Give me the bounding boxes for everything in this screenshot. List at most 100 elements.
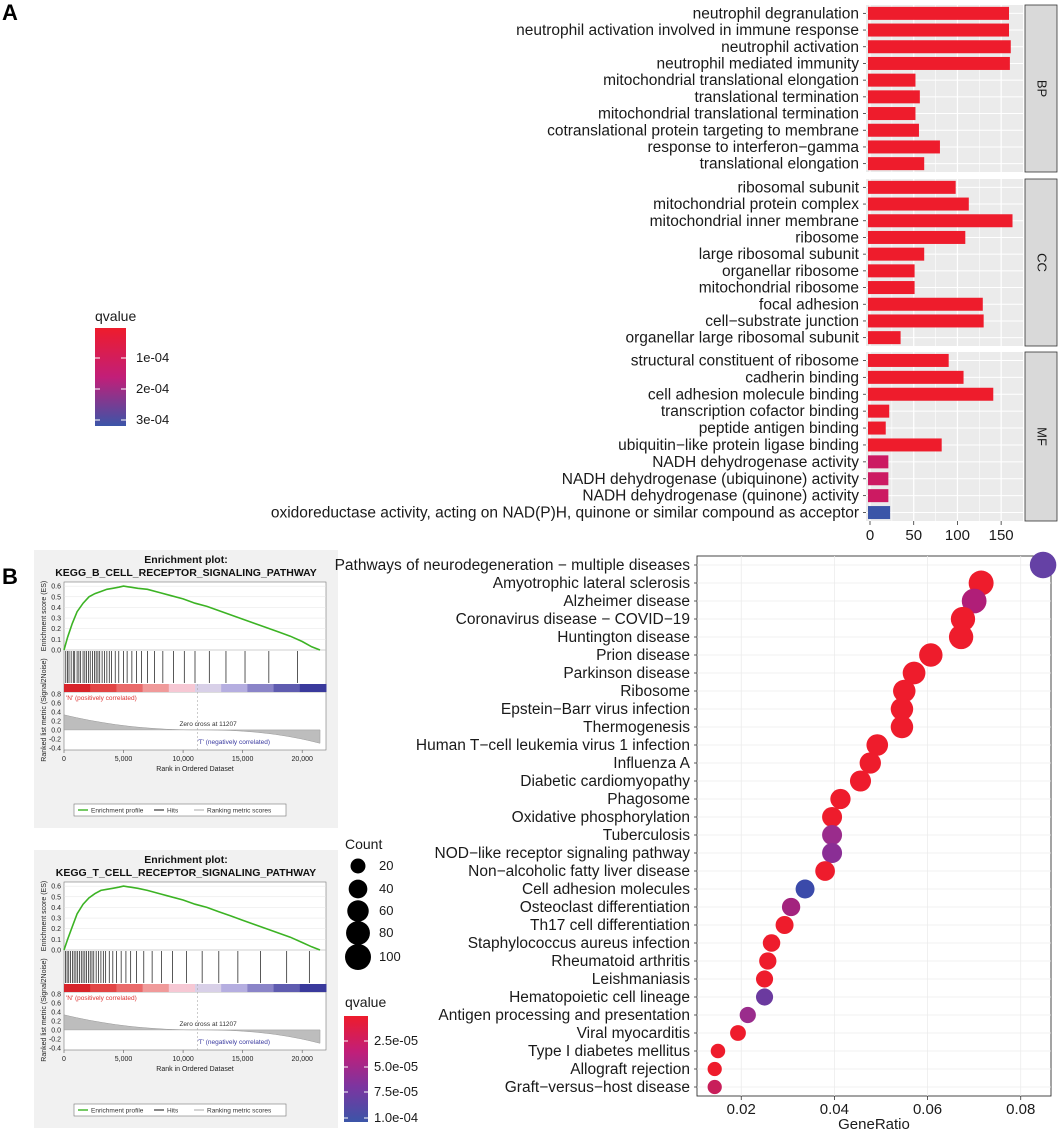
pathway-label-antigen-processing-and-presentation: Antigen processing and presentation [438,1007,690,1024]
gsea-es-tick-0-6: 0.6 [51,584,61,591]
gsea-x-tick-label-20-000: 20,000 [291,1056,313,1063]
pathway-label-prion-disease: Prion disease [596,647,690,664]
facet-label-mf: MF [1035,427,1050,446]
dot-plot-frame [696,555,1052,1097]
dot-pathways-of-neurodegeneration-multiple-d [1029,551,1057,579]
pathway-label-staphylococcus-aureus-infection: Staphylococcus aureus infection [468,935,690,952]
legend-label-2e-04: 2e-04 [136,381,169,396]
term-label-mitochondrial-inner-membrane: mitochondrial inner membrane [650,213,859,230]
gsea-x-tick-label-0: 0 [62,1056,66,1063]
facet-strip-bp [1024,4,1058,173]
gsea-ylabel-rank: Ranked list metric (Signal2Noise) [41,658,48,761]
gsea-rank-colorbar-seg [142,984,170,992]
dot-influenza-a [859,752,881,774]
gsea-rank-tick-0-2: -0.2 [49,736,61,743]
dot-oxidative-phosphorylation [822,807,843,827]
x-tick-label-150: 150 [989,527,1014,544]
gsea-x-tick-label-5-000: 5,000 [115,1056,133,1063]
dot-staphylococcus-aureus-infection [762,934,781,952]
dot-type-i-diabetes-mellitus [710,1043,726,1059]
pathway-label-alzheimer-disease: Alzheimer disease [563,593,690,610]
dot-hematopoietic-cell-lineage [755,988,774,1006]
dot-human-t-cell-leukemia-virus-1-infection [866,734,889,756]
gsea-positive-label: 'N' (positively correlated) [66,995,137,1002]
dot-alzheimer-disease [961,588,987,614]
color-legend-label-7-5e-05: 7.5e-05 [374,1084,418,1099]
size-legend-dot-20 [350,858,366,874]
dot-prion-disease [919,643,943,667]
gsea-ylabel-es: Enrichment score (ES) [41,581,48,651]
legend-label-1e-04: 1e-04 [136,350,169,365]
gsea-title-line2: KEGG_T_CELL_RECEPTOR_SIGNALING_PATHWAY [56,867,316,879]
bar-peptide-antigen-binding [868,421,886,435]
bar-mitochondrial-translational-termination [868,107,916,121]
color-legend-title: qvalue [345,994,386,1010]
bar-nadh-dehydrogenase-ubiquinone-activity [868,472,889,486]
gsea-x-tick-label-15-000: 15,000 [232,1056,254,1063]
dot-phagosome [830,788,851,810]
panel-label-a: A [2,0,18,25]
term-label-ribosome: ribosome [795,229,859,246]
bar-transcription-cofactor-binding [868,404,890,418]
pathway-label-osteoclast-differentiation: Osteoclast differentiation [520,899,690,916]
dot-ribosome [893,679,916,703]
color-legend-label-1-0e-04: 1.0e-04 [374,1110,418,1125]
gsea-es-tick-0-0: 0.0 [51,648,61,655]
dot-non-alcoholic-fatty-liver-disease [815,861,835,881]
term-label-cotranslational-protein-targeting-to-mem: cotranslational protein targeting to mem… [547,122,859,139]
facet-label-bp: BP [1035,80,1050,97]
dot-osteoclast-differentiation [781,897,801,917]
gsea-rank-colorbar-seg [90,984,117,992]
gsea-rank-tick-0-6: 0.6 [51,1001,61,1008]
term-label-nadh-dehydrogenase-activity: NADH dehydrogenase activity [652,454,859,471]
gsea-x-tick-label-0: 0 [62,756,66,763]
size-legend-label-60: 60 [379,903,393,918]
gsea-es-tick-0-6: 0.6 [51,884,61,891]
bar-response-to-interferon-gamma [868,140,940,154]
dot-leishmaniasis [755,970,774,988]
gsea-rank-tick-0-2: 0.2 [51,1019,61,1026]
gsea-x-tick-label-20-000: 20,000 [291,756,313,763]
gsea-es-tick-0-4: 0.4 [51,605,61,612]
gsea-rank-colorbar-seg [247,684,275,692]
bar-cell-substrate-junction [868,314,984,328]
gsea-rank-tick-0-0: 0.0 [51,1027,61,1034]
gsea-rank-tick-0-4: 0.4 [51,1010,61,1017]
term-label-translational-termination: translational termination [694,89,859,106]
gsea-positive-label: 'N' (positively correlated) [66,695,137,702]
gsea-zero-cross-label: Zero cross at 11207 [179,1021,237,1028]
pathway-label-parkinson-disease: Parkinson disease [563,665,690,682]
term-label-transcription-cofactor-binding: transcription cofactor binding [661,403,859,420]
gsea-x-tick-label-15-000: 15,000 [232,756,254,763]
gsea-rank-colorbar-seg [299,684,327,692]
gsea-es-tick-0-4: 0.4 [51,905,61,912]
size-legend-dot-60 [347,900,369,922]
gsea-plot-frame [63,881,327,1051]
bar-large-ribosomal-subunit [868,247,925,261]
term-label-ubiquitin-like-protein-ligase-binding: ubiquitin−like protein ligase binding [618,437,859,454]
term-label-mitochondrial-ribosome: mitochondrial ribosome [699,280,859,297]
gsea-legend-box [73,803,287,817]
gsea-legend-hits: Hits [167,808,179,815]
facet-strip-cc [1024,178,1058,347]
pathway-label-non-alcoholic-fatty-liver-disease: Non−alcoholic fatty liver disease [468,863,690,880]
bar-cadherin-binding [868,370,964,384]
term-label-cadherin-binding: cadherin binding [745,369,859,386]
kegg-dot-chart: Pathways of neurodegeneration − multiple… [335,551,1057,1133]
gsea-legend-box [73,1103,287,1117]
term-label-organellar-large-ribosomal-subunit: organellar large ribosomal subunit [626,330,860,347]
gsea-title-line1: Enrichment plot: [144,854,227,866]
bar-structural-constituent-of-ribosome [868,353,949,367]
term-label-cell-substrate-junction: cell−substrate junction [705,313,859,330]
legend-label-3e-04: 3e-04 [136,412,169,427]
pathway-label-amyotrophic-lateral-sclerosis: Amyotrophic lateral sclerosis [493,575,691,592]
gsea-rank-colorbar-seg [142,684,170,692]
pathway-label-coronavirus-disease-covid-19: Coronavirus disease − COVID−19 [456,611,690,628]
gsea-rank-colorbar-seg [64,684,91,692]
term-label-neutrophil-activation-involved-in-immune: neutrophil activation involved in immune… [516,22,859,39]
term-label-neutrophil-degranulation: neutrophil degranulation [693,5,859,22]
gsea-ylabel-es: Enrichment score (ES) [41,881,48,951]
dot-thermogenesis [890,715,914,739]
x-tick-label-0-08: 0.08 [1006,1101,1035,1118]
